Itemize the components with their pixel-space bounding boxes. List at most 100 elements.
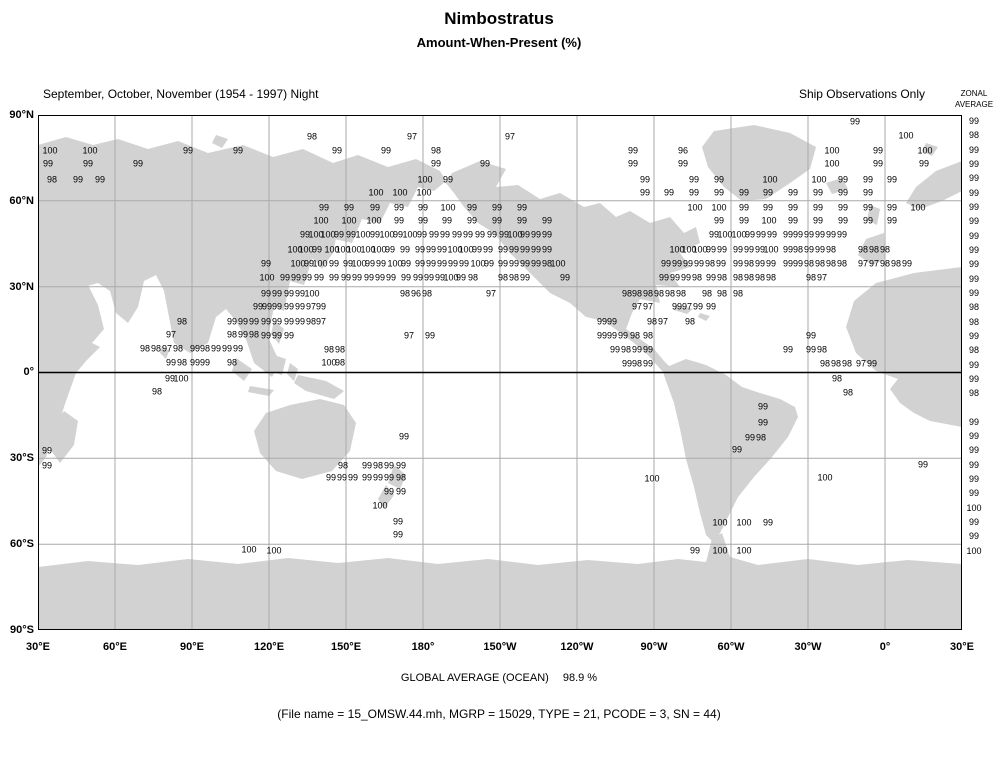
latitude-tick-label: 30°S [10, 452, 34, 465]
data-point-label: 99 [621, 358, 633, 369]
data-point-label: 98 [732, 288, 744, 299]
global-average-line: GLOBAL AVERAGE (OCEAN) 98.9 % [0, 672, 998, 684]
longitude-tick-label: 150°E [330, 641, 362, 653]
data-point-label: 99 [345, 229, 357, 240]
data-point-label: 99 [210, 343, 222, 354]
data-point-label: 98 [754, 272, 766, 283]
data-point-label: 99 [837, 187, 849, 198]
data-point-label: 100 [355, 229, 371, 240]
data-point-label: 99 [414, 244, 426, 255]
data-point-label: 98 [421, 288, 433, 299]
data-point-label: 99 [519, 258, 531, 269]
longitude-tick-label: 120°W [560, 641, 594, 653]
page-subtitle: Amount-When-Present (%) [416, 35, 582, 50]
data-point-label: 99 [294, 316, 306, 327]
zonal-average-value: 99 [968, 460, 979, 470]
data-point-label: 99 [351, 272, 363, 283]
land-japan [316, 233, 337, 269]
data-point-label: 99 [642, 344, 654, 355]
longitude-tick-label: 90°E [180, 641, 204, 653]
land-sri-lanka [160, 346, 169, 359]
data-point-label: 100 [669, 244, 685, 255]
zonal-average-value: 100 [966, 546, 982, 556]
data-point-label: 99 [862, 174, 874, 185]
zonal-average-value: 99 [968, 188, 979, 198]
data-point-label: 99 [482, 244, 494, 255]
data-point-label: 99 [436, 244, 448, 255]
data-point-label: 100 [712, 517, 728, 528]
data-point-label: 99 [398, 431, 410, 442]
land-north-america [446, 161, 700, 371]
data-point-label: 99 [363, 272, 375, 283]
data-point-label: 98 [816, 344, 828, 355]
zonal-average-value: 99 [968, 159, 979, 169]
data-point-label: 99 [732, 258, 744, 269]
data-point-label: 99 [400, 272, 412, 283]
data-point-label: 99 [708, 229, 720, 240]
data-point-label: 99 [762, 187, 774, 198]
land-new-zealand-north [388, 465, 406, 489]
data-point-label: 98 [334, 344, 346, 355]
data-point-label: 99 [862, 202, 874, 213]
land-borneo [265, 353, 286, 375]
data-point-label: 97 [868, 258, 880, 269]
data-point-label: 99 [705, 301, 717, 312]
data-point-label: 99 [787, 215, 799, 226]
longitude-tick-label: 120°E [253, 641, 285, 653]
data-point-label: 98 [646, 316, 658, 327]
data-point-label: 98 [395, 472, 407, 483]
data-point-label: 99 [395, 486, 407, 497]
data-point-label: 99 [872, 158, 884, 169]
data-point-label: 99 [757, 417, 769, 428]
data-point-label: 99 [271, 301, 283, 312]
data-point-label: 99 [792, 229, 804, 240]
data-point-label: 98 [199, 343, 211, 354]
data-point-label: 98 [653, 288, 665, 299]
data-point-label: 98 [743, 258, 755, 269]
data-point-label: 99 [765, 258, 777, 269]
zonal-average-value: 99 [968, 173, 979, 183]
data-point-label: 100 [447, 244, 463, 255]
data-point-label: 99 [252, 301, 264, 312]
data-point-label: 99 [417, 202, 429, 213]
data-point-label: 99 [483, 258, 495, 269]
data-point-label: 98 [248, 329, 260, 340]
data-point-label: 98 [732, 272, 744, 283]
data-point-label: 100 [550, 258, 566, 269]
data-point-label: 99 [596, 330, 608, 341]
data-point-label: 100 [371, 244, 387, 255]
data-point-label: 99 [731, 444, 743, 455]
zonal-average-value: 99 [968, 474, 979, 484]
data-point-label: 100 [387, 258, 403, 269]
land-new-zealand-south [378, 485, 394, 509]
data-point-label: 98 [508, 272, 520, 283]
data-point-label: 100 [417, 174, 433, 185]
data-point-label: 98 [323, 344, 335, 355]
data-point-label: 99 [372, 472, 384, 483]
data-point-label: 99 [803, 244, 815, 255]
land-severnaya-zemlya [212, 135, 228, 148]
data-point-label: 100 [321, 357, 337, 368]
data-point-label: 98 [631, 288, 643, 299]
data-point-label: 98 [803, 258, 815, 269]
data-point-label: 98 [176, 357, 188, 368]
data-point-label: 99 [762, 202, 774, 213]
zonal-average-value: 99 [968, 445, 979, 455]
data-point-label: 100 [898, 130, 914, 141]
data-point-label: 100 [320, 229, 336, 240]
data-point-label: 98 [825, 244, 837, 255]
data-point-label: 99 [693, 258, 705, 269]
data-point-label: 99 [671, 301, 683, 312]
data-point-label: 99 [303, 258, 315, 269]
data-point-label: 99 [541, 215, 553, 226]
data-point-label: 99 [466, 215, 478, 226]
data-point-label: 100 [304, 288, 320, 299]
latitude-tick-label: 90°S [10, 623, 34, 636]
data-point-label: 99 [677, 158, 689, 169]
data-point-label: 99 [294, 301, 306, 312]
data-point-label: 100 [368, 187, 384, 198]
data-point-label: 99 [738, 202, 750, 213]
data-point-label: 100 [351, 258, 367, 269]
data-point-label: 100 [917, 145, 933, 156]
data-point-label: 99 [541, 244, 553, 255]
